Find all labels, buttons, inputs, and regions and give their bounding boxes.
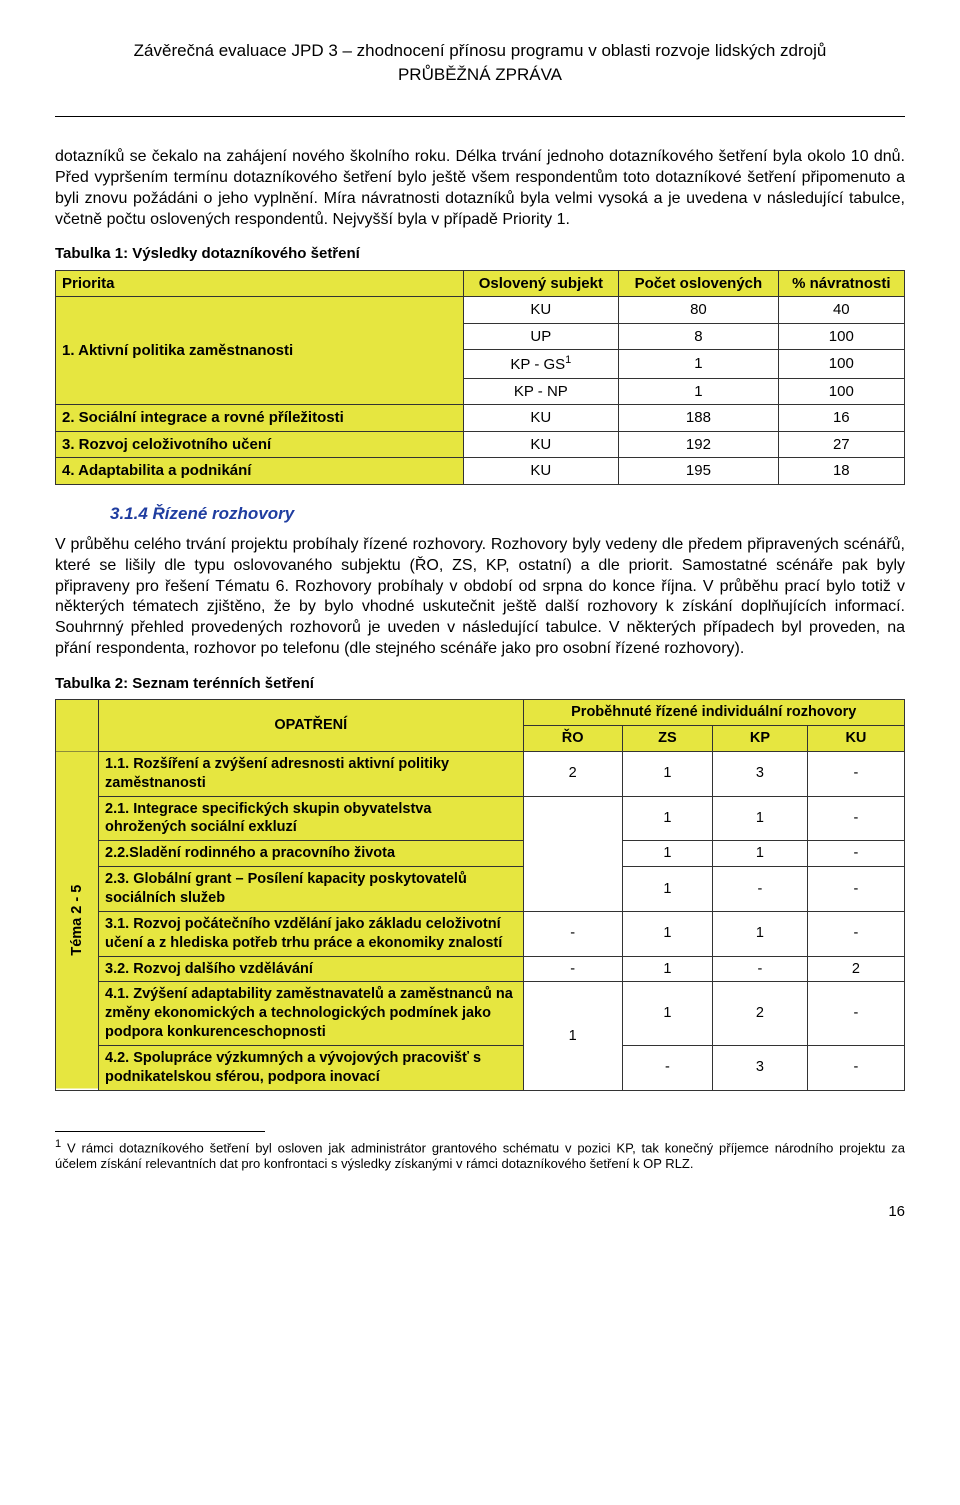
t1-h-priorita: Priorita [56, 270, 464, 297]
t1-c: 27 [778, 431, 904, 458]
t1-c: UP [463, 323, 619, 350]
t1-c: 100 [778, 323, 904, 350]
t2-c: 1 [622, 796, 712, 841]
t2-c: - [807, 841, 904, 867]
t1-row1-label: 1. Aktivní politika zaměstnanosti [56, 297, 464, 405]
t2-c: - [807, 796, 904, 841]
t2-c: 1 [713, 841, 808, 867]
table-1: Priorita Oslovený subjekt Počet oslovený… [55, 270, 905, 485]
section-heading: 3.1.4 Řízené rozhovory [110, 503, 905, 525]
t2-c: - [807, 867, 904, 912]
t1-c: KU [463, 297, 619, 324]
t1-c: KU [463, 405, 619, 432]
t2-h-opatreni: OPATŘENÍ [99, 700, 524, 752]
t2-side-label: Téma 2 - 5 [56, 751, 99, 1090]
t2-c: 2 [523, 751, 622, 796]
footnote-num: 1 [55, 1138, 61, 1150]
t1-h-subjekt: Oslovený subjekt [463, 270, 619, 297]
t2-c: 1 [622, 956, 712, 982]
t1-c: 188 [619, 405, 778, 432]
footnote-text: V rámci dotazníkového šetření byl oslove… [55, 1140, 905, 1171]
t2-c: - [807, 751, 904, 796]
t1-c: 80 [619, 297, 778, 324]
t1-row4-label: 4. Adaptabilita a podnikání [56, 458, 464, 485]
table2-caption: Tabulka 2: Seznam terénních šetření [55, 674, 905, 694]
t2-row-label: 4.1. Zvýšení adaptability zaměstnavatelů… [99, 982, 524, 1046]
t2-h-group: Proběhnuté řízené individuální rozhovory [523, 700, 905, 726]
t1-c: 40 [778, 297, 904, 324]
t2-c: 1 [713, 911, 808, 956]
t2-c [523, 796, 622, 911]
doc-header-title: Závěrečná evaluace JPD 3 – zhodnocení př… [55, 40, 905, 62]
table-2: OPATŘENÍ Proběhnuté řízené individuální … [55, 699, 905, 1090]
t2-sh: ŘO [523, 726, 622, 752]
t1-row3-label: 3. Rozvoj celoživotního učení [56, 431, 464, 458]
t2-c: 1 [622, 982, 712, 1046]
t1-c: 1 [619, 350, 778, 379]
table1-caption: Tabulka 1: Výsledky dotazníkového šetřen… [55, 244, 905, 264]
t2-c: 2 [807, 956, 904, 982]
t1-c: 1 [619, 378, 778, 405]
t2-row-label: 1.1. Rozšíření a zvýšení adresnosti akti… [99, 751, 524, 796]
t2-c: 1 [622, 841, 712, 867]
t2-c: - [523, 911, 622, 956]
t2-c: - [713, 867, 808, 912]
t1-c: KU [463, 458, 619, 485]
t2-c: - [622, 1045, 712, 1090]
t1-c: 18 [778, 458, 904, 485]
t2-sh: KP [713, 726, 808, 752]
t1-c: KU [463, 431, 619, 458]
t2-row-label: 2.2.Sladění rodinného a pracovního život… [99, 841, 524, 867]
t2-c: 2 [713, 982, 808, 1046]
t1-row2-label: 2. Sociální integrace a rovné příležitos… [56, 405, 464, 432]
t2-sh: KU [807, 726, 904, 752]
t2-c: 1 [622, 751, 712, 796]
footnote-ref: 1 [565, 354, 571, 366]
t2-c: 1 [523, 982, 622, 1090]
t2-side-header-empty [56, 700, 99, 752]
footnote-rule [55, 1131, 265, 1132]
t2-c: 1 [713, 796, 808, 841]
t1-c: 16 [778, 405, 904, 432]
t2-c: 3 [713, 751, 808, 796]
t2-row-label: 4.2. Spolupráce výzkumných a vývojových … [99, 1045, 524, 1090]
t2-c: 1 [622, 867, 712, 912]
t2-c: - [807, 911, 904, 956]
page-number: 16 [55, 1202, 905, 1222]
t1-c: 100 [778, 378, 904, 405]
header-rule [55, 116, 905, 117]
t2-c: - [807, 1045, 904, 1090]
t1-c: 100 [778, 350, 904, 379]
t1-h-navrat: % návratnosti [778, 270, 904, 297]
t2-row-label: 2.3. Globální grant – Posílení kapacity … [99, 867, 524, 912]
t2-row-label: 2.1. Integrace specifických skupin obyva… [99, 796, 524, 841]
paragraph-1: dotazníků se čekalo na zahájení nového š… [55, 147, 905, 230]
t1-c: 195 [619, 458, 778, 485]
doc-header-subtitle: PRŮBĚŽNÁ ZPRÁVA [55, 64, 905, 86]
t1-h-pocet: Počet oslovených [619, 270, 778, 297]
t2-row-label: 3.2. Rozvoj dalšího vzdělávání [99, 956, 524, 982]
t2-c: 3 [713, 1045, 808, 1090]
t2-row-label: 3.1. Rozvoj počátečního vzdělání jako zá… [99, 911, 524, 956]
t1-c: KP - NP [463, 378, 619, 405]
t2-sh: ZS [622, 726, 712, 752]
t1-c: 192 [619, 431, 778, 458]
footnote: 1 V rámci dotazníkového šetření byl oslo… [55, 1138, 905, 1173]
t2-c: - [523, 956, 622, 982]
t2-c: - [807, 982, 904, 1046]
t1-c: KP - GS1 [463, 350, 619, 379]
t1-c: 8 [619, 323, 778, 350]
t2-c: 1 [622, 911, 712, 956]
paragraph-2: V průběhu celého trvání projektu probíha… [55, 535, 905, 660]
t2-c: - [713, 956, 808, 982]
